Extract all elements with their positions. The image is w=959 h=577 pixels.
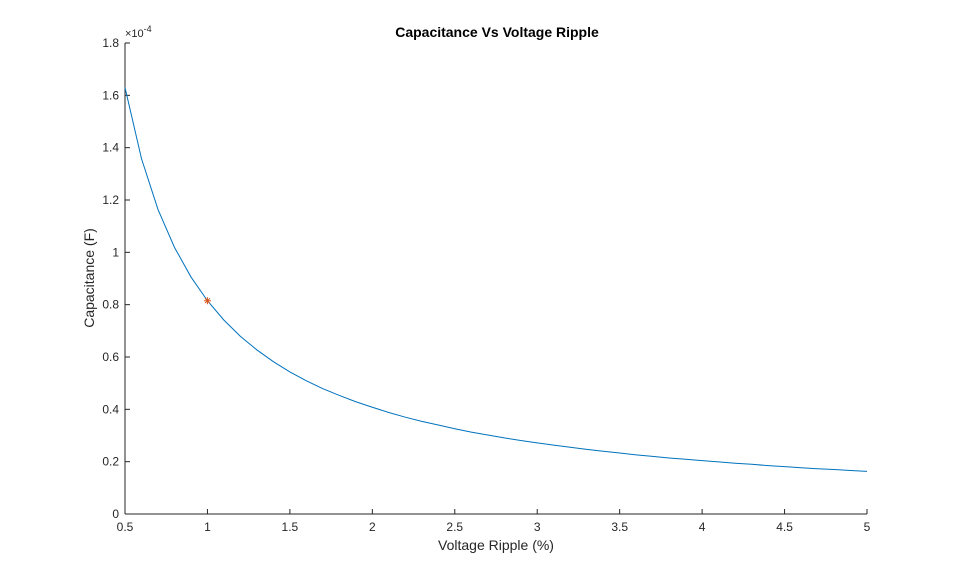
x-axis-label: Voltage Ripple (%) bbox=[438, 537, 554, 553]
x-tick-label: 5 bbox=[864, 520, 871, 534]
y-ticks: 0 0.2 0.4 0.6 0.8 1 1.2 1.4 1.6 1.8 bbox=[102, 36, 130, 521]
chart-title: Capacitance Vs Voltage Ripple bbox=[395, 24, 599, 40]
x-tick-label: 1 bbox=[204, 520, 211, 534]
y-tick-label: 0.4 bbox=[102, 402, 119, 416]
y-tick-label: 1.2 bbox=[102, 193, 119, 207]
y-tick-label: 1 bbox=[112, 245, 119, 259]
x-tick-label: 2 bbox=[369, 520, 376, 534]
y-tick-label: 0.8 bbox=[102, 298, 119, 312]
y-axis-label: Capacitance (F) bbox=[81, 228, 97, 328]
x-ticks: 0.5 1 1.5 2 2.5 3 3.5 4 4.5 5 bbox=[117, 509, 871, 534]
y-tick-label: 1.8 bbox=[102, 36, 119, 50]
y-exponent-mantissa: ×10 bbox=[125, 28, 144, 40]
data-point-marker bbox=[203, 297, 211, 305]
x-tick-label: 3 bbox=[534, 520, 541, 534]
x-tick-label: 4 bbox=[699, 520, 706, 534]
y-exponent-label: ×10-4 bbox=[125, 24, 152, 40]
x-tick-label: 2.5 bbox=[446, 520, 463, 534]
y-tick-label: 0.6 bbox=[102, 350, 119, 364]
x-tick-label: 0.5 bbox=[117, 520, 134, 534]
x-tick-label: 1.5 bbox=[282, 520, 299, 534]
y-tick-label: 1.6 bbox=[102, 88, 119, 102]
series-layer bbox=[124, 87, 868, 472]
plot-area: 0.5 1 1.5 2 2.5 3 3.5 4 4.5 5 0 0.2 0.4 0.6 0.8 1 1.2 1.… bbox=[102, 36, 870, 534]
series-line bbox=[124, 87, 868, 472]
y-tick-label: 0 bbox=[112, 507, 119, 521]
y-tick-label: 1.4 bbox=[102, 141, 119, 155]
x-tick-label: 4.5 bbox=[776, 520, 793, 534]
y-exponent-power: -4 bbox=[144, 24, 152, 34]
y-tick-label: 0.2 bbox=[102, 455, 119, 469]
x-tick-label: 3.5 bbox=[611, 520, 628, 534]
